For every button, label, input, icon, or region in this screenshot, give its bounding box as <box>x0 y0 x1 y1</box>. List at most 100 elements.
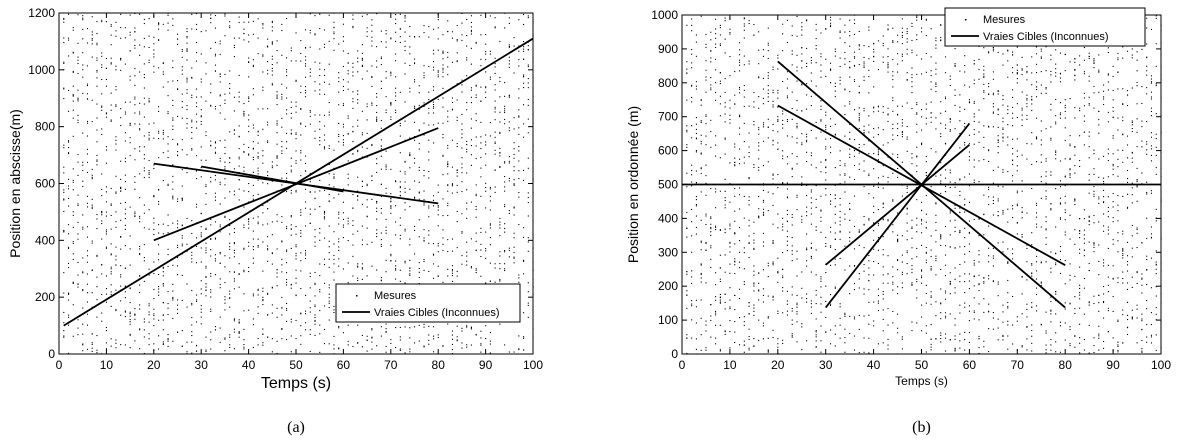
measurement-point <box>887 67 889 69</box>
measurement-point <box>911 76 913 79</box>
measurement-point <box>988 311 990 313</box>
measurement-point <box>470 328 472 330</box>
measurement-point <box>791 336 793 338</box>
measurement-point <box>906 138 908 140</box>
measurement-point <box>964 339 966 341</box>
measurement-point <box>944 143 947 145</box>
measurement-point <box>96 42 98 44</box>
measurement-point <box>513 214 515 216</box>
measurement-point <box>700 240 702 242</box>
measurement-point <box>328 287 330 289</box>
measurement-point <box>148 228 150 230</box>
measurement-point <box>527 304 529 307</box>
measurement-point <box>729 242 731 244</box>
measurement-point <box>949 212 951 214</box>
measurement-point <box>191 335 193 337</box>
measurement-point <box>63 231 65 233</box>
measurement-point <box>863 79 865 81</box>
measurement-point <box>959 120 961 122</box>
measurement-point <box>86 292 89 294</box>
measurement-point <box>167 333 169 336</box>
measurement-point <box>489 227 491 229</box>
measurement-point <box>404 191 406 193</box>
measurement-point <box>921 277 923 279</box>
measurement-point <box>968 288 970 290</box>
measurement-point <box>705 76 707 78</box>
measurement-point <box>82 272 84 274</box>
measurement-point <box>892 322 894 324</box>
measurement-point <box>314 61 316 63</box>
measurement-point <box>527 316 529 318</box>
measurement-point <box>399 217 401 219</box>
measurement-point <box>954 247 956 249</box>
measurement-point <box>267 73 269 75</box>
measurement-point <box>243 247 245 249</box>
measurement-point <box>508 56 510 58</box>
chart-a-ylabel: Position en abscisse(m) <box>7 109 23 258</box>
measurement-point <box>399 280 401 282</box>
measurement-point <box>361 146 363 148</box>
measurement-point <box>901 131 903 133</box>
measurement-point <box>935 260 937 262</box>
measurement-point <box>191 289 193 292</box>
measurement-point <box>523 50 525 52</box>
measurement-point <box>233 46 235 49</box>
measurement-point <box>897 286 899 288</box>
measurement-point <box>91 240 93 242</box>
measurement-point <box>810 207 812 209</box>
measurement-point <box>882 42 884 45</box>
measurement-point <box>181 237 183 239</box>
measurement-point <box>906 38 908 40</box>
measurement-point <box>110 119 112 121</box>
measurement-point <box>710 57 712 59</box>
measurement-point <box>395 265 397 267</box>
measurement-point <box>357 71 359 73</box>
measurement-point <box>186 217 188 220</box>
measurement-point <box>858 143 860 146</box>
measurement-point <box>409 64 411 67</box>
measurement-point <box>475 205 477 208</box>
chart-a-xlabel: Temps (s) <box>261 375 331 392</box>
measurement-point <box>964 71 966 73</box>
measurement-point <box>428 205 430 207</box>
measurement-point <box>447 164 449 166</box>
measurement-point <box>504 223 506 225</box>
measurement-point <box>342 23 344 25</box>
measurement-point <box>858 116 860 119</box>
measurement-point <box>423 326 425 328</box>
measurement-point <box>82 307 84 309</box>
measurement-point <box>523 123 525 125</box>
measurement-point <box>973 60 975 62</box>
measurement-point <box>719 349 721 351</box>
measurement-point <box>224 216 226 218</box>
measurement-point <box>873 205 875 207</box>
measurement-point <box>129 137 131 139</box>
measurement-point <box>940 341 942 343</box>
measurement-point <box>124 161 126 163</box>
measurement-point <box>143 212 145 214</box>
measurement-point <box>964 144 966 146</box>
measurement-point <box>734 331 736 333</box>
measurement-point <box>191 316 193 319</box>
measurement-point <box>214 192 217 194</box>
measurement-point <box>267 314 269 316</box>
measurement-point <box>925 351 927 353</box>
measurement-point <box>782 113 784 115</box>
measurement-point <box>777 312 779 315</box>
measurement-point <box>418 181 420 183</box>
measurement-point <box>191 67 193 69</box>
measurement-point <box>342 144 344 146</box>
measurement-point <box>892 289 894 291</box>
measurement-point <box>906 185 908 187</box>
measurement-point <box>949 121 951 123</box>
measurement-point <box>385 187 387 189</box>
measurement-point <box>695 199 697 201</box>
measurement-point <box>810 223 812 225</box>
measurement-point <box>323 146 326 148</box>
measurement-point <box>504 268 506 270</box>
measurement-point <box>949 234 951 236</box>
measurement-point <box>724 178 726 180</box>
measurement-point <box>357 93 359 95</box>
measurement-point <box>518 348 520 351</box>
measurement-point <box>72 181 74 183</box>
